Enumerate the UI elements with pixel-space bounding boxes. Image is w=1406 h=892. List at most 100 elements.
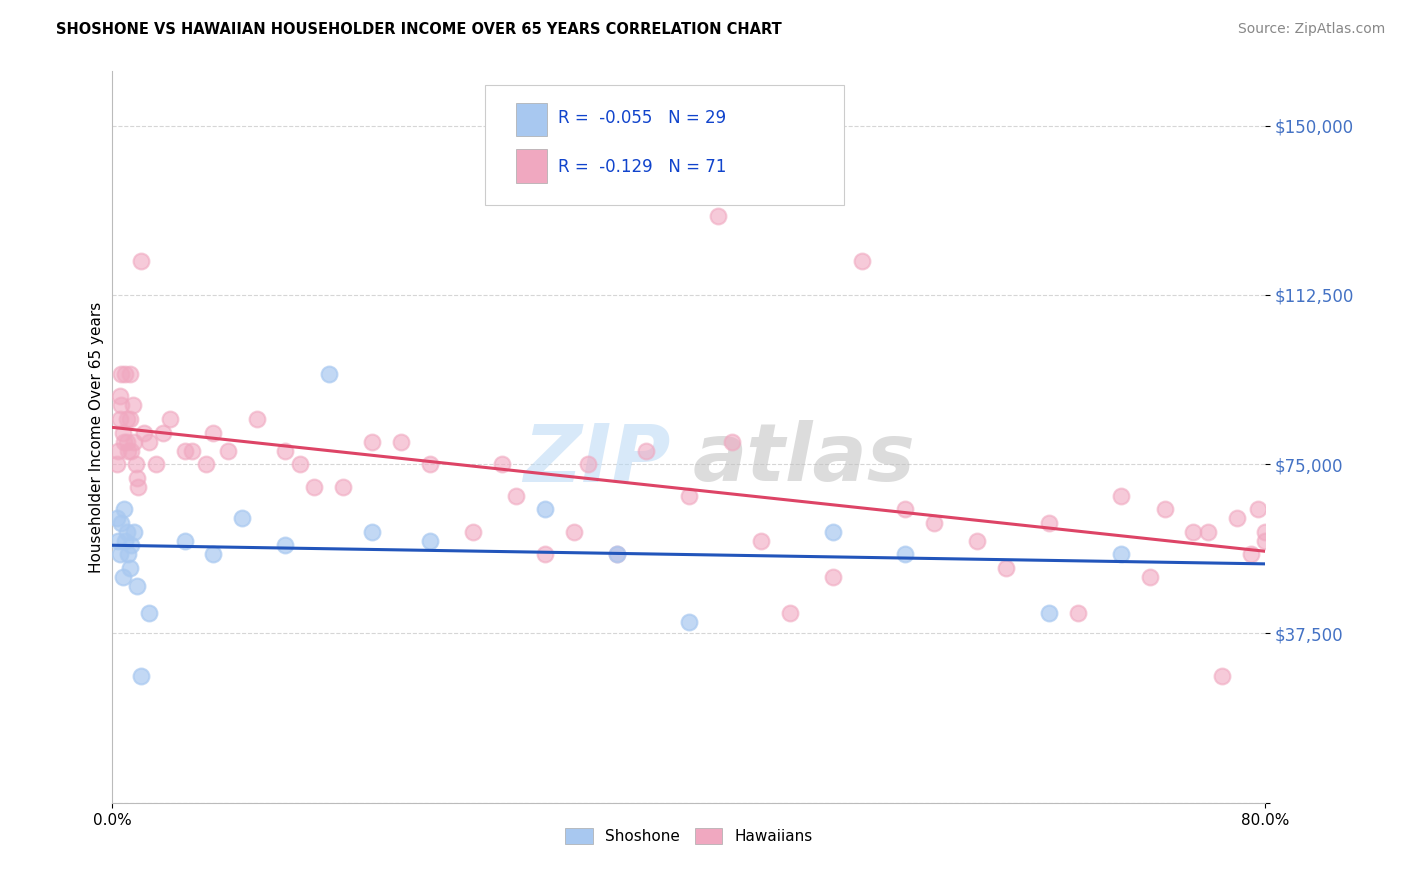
Point	[894, 548, 917, 562]
Point	[122, 524, 145, 539]
Legend: Shoshone, Hawaiians: Shoshone, Hawaiians	[560, 822, 818, 850]
Point	[115, 524, 138, 539]
Point	[419, 533, 441, 548]
Point	[1111, 548, 1133, 562]
Point	[851, 254, 873, 268]
Point	[894, 502, 917, 516]
Point	[246, 412, 269, 426]
Point	[1111, 489, 1133, 503]
Point	[419, 457, 441, 471]
Point	[159, 412, 181, 426]
Point	[120, 538, 142, 552]
Y-axis label: Householder Income Over 65 years: Householder Income Over 65 years	[89, 301, 104, 573]
Point	[274, 443, 297, 458]
Point	[562, 524, 585, 539]
Text: ZIP: ZIP	[523, 420, 671, 498]
Point	[461, 524, 484, 539]
Point	[124, 457, 146, 471]
Text: R =  -0.129   N = 71: R = -0.129 N = 71	[558, 158, 727, 176]
Point	[505, 489, 527, 503]
Point	[1038, 516, 1060, 530]
Text: atlas: atlas	[693, 420, 915, 498]
Point	[129, 254, 153, 268]
Point	[678, 615, 700, 630]
Point	[202, 548, 225, 562]
Point	[1038, 606, 1060, 620]
Point	[195, 457, 218, 471]
Point	[1226, 511, 1249, 525]
Point	[152, 425, 174, 440]
Point	[922, 516, 945, 530]
Point	[1067, 606, 1090, 620]
Point	[138, 434, 160, 449]
Point	[112, 502, 135, 516]
Point	[821, 570, 844, 584]
Point	[1240, 548, 1263, 562]
Text: R =  -0.055   N = 29: R = -0.055 N = 29	[558, 109, 727, 127]
Point	[576, 457, 599, 471]
Point	[129, 669, 153, 683]
Point	[995, 561, 1018, 575]
Point	[332, 480, 354, 494]
Point	[111, 570, 134, 584]
Point	[110, 399, 132, 413]
Point	[110, 367, 132, 381]
Point	[1139, 570, 1161, 584]
Point	[1254, 524, 1277, 539]
Point	[1211, 669, 1233, 683]
Point	[217, 443, 239, 458]
Point	[120, 443, 142, 458]
Point	[534, 548, 557, 562]
Point	[304, 480, 326, 494]
Point	[707, 209, 730, 223]
Point	[127, 480, 149, 494]
Point	[966, 533, 988, 548]
Point	[105, 457, 128, 471]
Point	[361, 524, 384, 539]
Point	[1197, 524, 1219, 539]
Point	[117, 548, 139, 562]
Point	[606, 548, 628, 562]
Point	[288, 457, 311, 471]
Point	[678, 489, 700, 503]
Point	[1153, 502, 1175, 516]
Point	[389, 434, 412, 449]
Point	[202, 425, 225, 440]
Point	[118, 412, 141, 426]
Point	[107, 533, 129, 548]
Point	[274, 538, 297, 552]
Point	[108, 389, 131, 403]
Point	[114, 367, 136, 381]
Point	[125, 471, 148, 485]
Text: Source: ZipAtlas.com: Source: ZipAtlas.com	[1237, 22, 1385, 37]
Point	[491, 457, 513, 471]
Point	[117, 443, 139, 458]
Point	[118, 367, 141, 381]
Point	[173, 443, 195, 458]
Point	[180, 443, 202, 458]
Point	[112, 434, 135, 449]
Point	[534, 502, 557, 516]
Point	[110, 516, 132, 530]
Point	[118, 561, 141, 575]
Point	[749, 533, 772, 548]
Point	[114, 533, 136, 548]
Point	[138, 606, 160, 620]
Point	[1247, 502, 1270, 516]
Point	[1254, 533, 1277, 548]
Point	[108, 548, 131, 562]
Point	[108, 412, 131, 426]
Point	[105, 511, 128, 525]
Point	[111, 425, 134, 440]
Point	[721, 434, 744, 449]
Point	[122, 434, 145, 449]
Point	[145, 457, 167, 471]
Text: SHOSHONE VS HAWAIIAN HOUSEHOLDER INCOME OVER 65 YEARS CORRELATION CHART: SHOSHONE VS HAWAIIAN HOUSEHOLDER INCOME …	[56, 22, 782, 37]
Point	[121, 399, 143, 413]
Point	[125, 579, 148, 593]
Point	[606, 548, 628, 562]
Point	[779, 606, 801, 620]
Point	[231, 511, 253, 525]
Point	[107, 443, 129, 458]
Point	[318, 367, 340, 381]
